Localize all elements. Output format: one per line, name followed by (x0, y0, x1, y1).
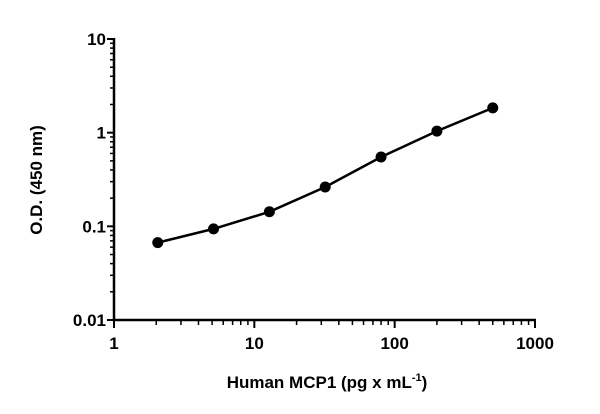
series (152, 102, 499, 249)
y-axis-label: O.D. (450 nm) (27, 125, 46, 235)
x-tick-label: 10 (245, 334, 264, 353)
data-point (263, 206, 275, 218)
data-point (431, 125, 443, 137)
data-point (487, 102, 499, 114)
x-tick-label: 1000 (516, 334, 554, 353)
data-point (375, 151, 387, 163)
data-point (208, 223, 220, 235)
x-axis-label-superscript: -1 (412, 372, 422, 384)
x-axis-label-close: ) (422, 373, 428, 392)
tick-labels: 0.01 0.1 1 10 1 10 100 1000 (73, 30, 554, 353)
series-line (157, 106, 494, 244)
x-tick-label: 100 (380, 334, 408, 353)
y-tick-label: 0.01 (73, 311, 106, 330)
y-tick-label: 10 (87, 30, 106, 49)
axes (107, 38, 536, 328)
x-tick-label: 1 (109, 334, 118, 353)
x-axis-label: Human MCP1 (pg x mL-1) (227, 372, 428, 392)
x-axis-label-main: Human MCP1 (pg x mL (227, 373, 412, 392)
y-tick-label: 0.1 (82, 217, 106, 236)
y-tick-label: 1 (97, 124, 106, 143)
data-point (152, 237, 164, 249)
data-point (319, 181, 331, 193)
